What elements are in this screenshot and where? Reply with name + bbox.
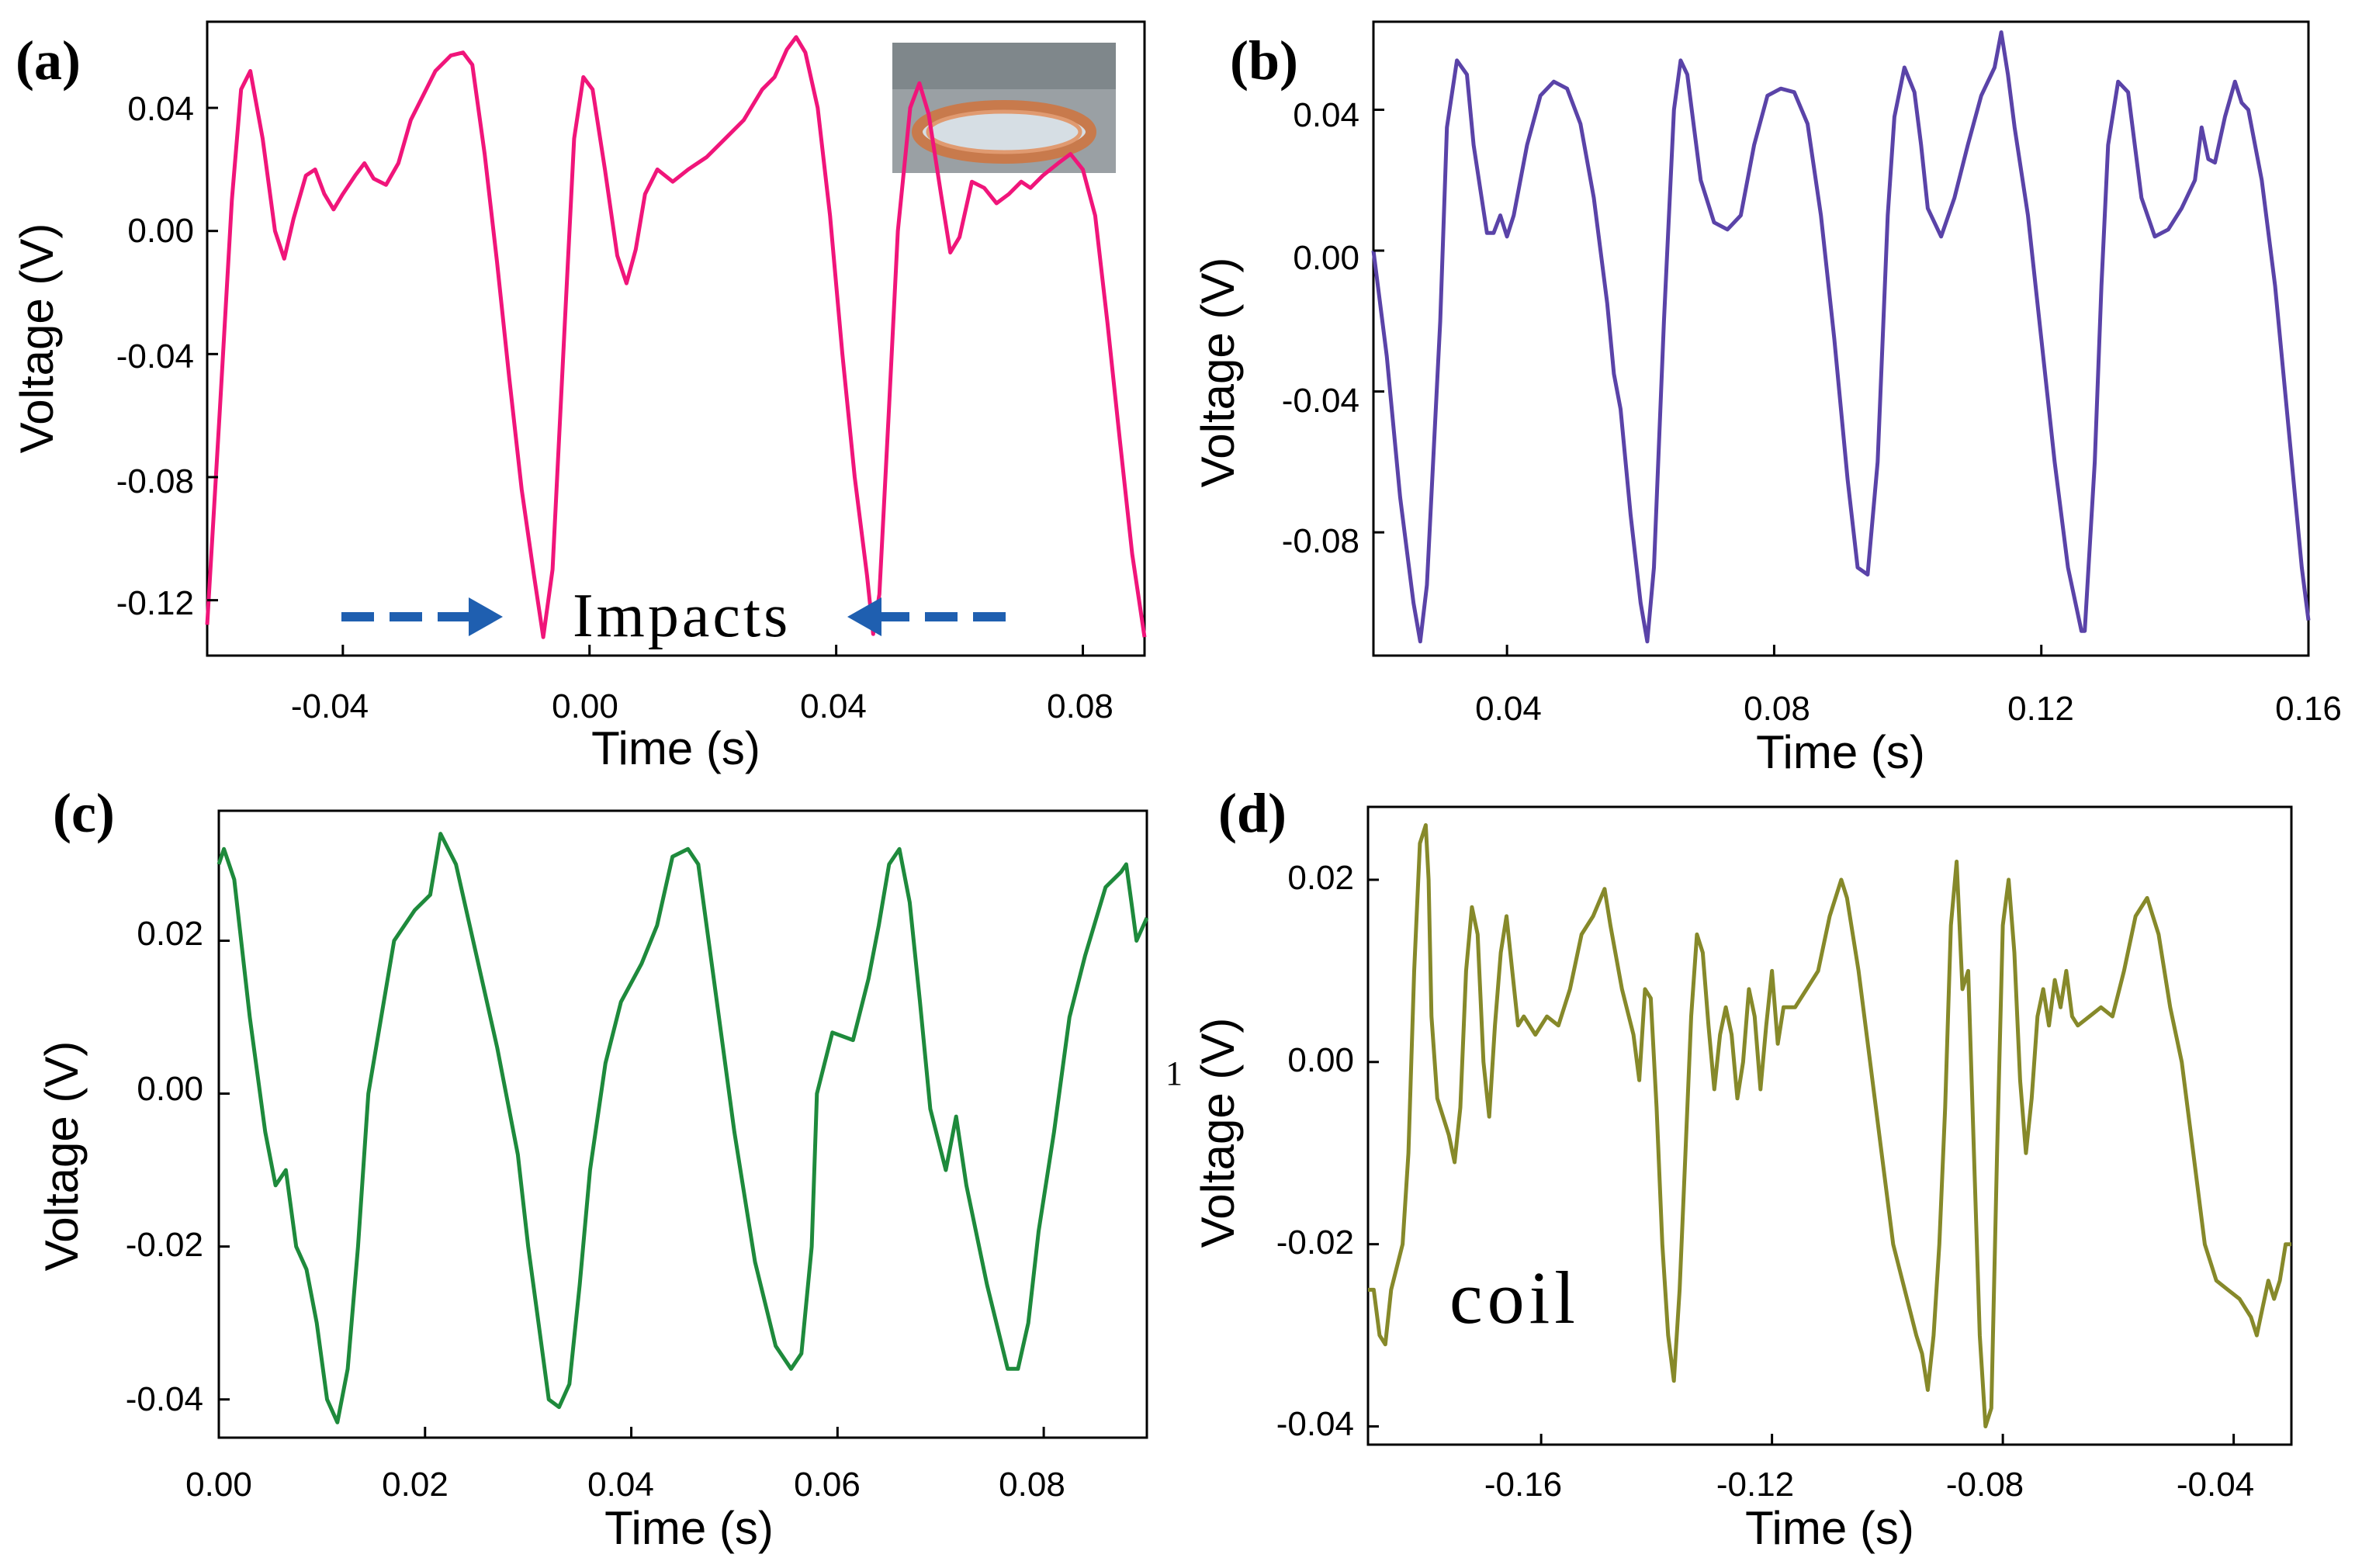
panel-c-xtick: 0.00 <box>185 1466 252 1504</box>
panel-d-ylabel: Voltage (V) <box>1192 1018 1244 1248</box>
panel-b-ytick: 0.04 <box>1293 96 1359 134</box>
panel-a-series-line <box>205 35 1147 639</box>
panel-a-xtick: 0.04 <box>800 687 867 725</box>
panel-c-ytick: 0.02 <box>137 915 203 953</box>
panel-c-frame <box>217 809 1148 1439</box>
panel-b: (b) Time (s) Voltage (V) 0.04 0.08 0.12 … <box>1192 20 2342 778</box>
panel-a-ytick: -0.12 <box>116 584 194 622</box>
panel-a-inset-coil <box>912 100 1096 164</box>
right-arrow-head <box>847 597 881 636</box>
panel-d-ytick: 0.00 <box>1287 1041 1354 1079</box>
panel-a-yticks: 0.04 0.00 -0.04 -0.08 -0.12 <box>116 90 194 622</box>
panel-c-ytick: 0.00 <box>137 1070 203 1108</box>
panel-b-xtick: 0.04 <box>1475 690 1542 728</box>
panel-a-ytick: 0.04 <box>127 90 194 128</box>
panel-b-xtick: 0.08 <box>1744 690 1810 728</box>
panel-b-ytick: 0.00 <box>1293 239 1359 277</box>
panel-d-series-line <box>1368 823 2291 1428</box>
panel-a-xtick: -0.04 <box>291 687 369 725</box>
panel-d-xtick: -0.12 <box>1716 1466 1794 1504</box>
panel-a-frame <box>206 20 1146 657</box>
panel-d-ytick: 0.02 <box>1287 859 1354 897</box>
panel-b-xticks: 0.04 0.08 0.12 0.16 <box>1475 690 2342 728</box>
panel-d: (d) 1 Time (s) Voltage (V) -0.16 -0.12 -… <box>1165 782 2293 1554</box>
panel-d-label: (d) <box>1218 782 1287 844</box>
panel-b-label: (b) <box>1230 29 1298 92</box>
panel-b-xtick: 0.16 <box>2275 690 2342 728</box>
panel-d-ytick: -0.04 <box>1276 1405 1354 1443</box>
panel-d-xtick: -0.08 <box>1946 1466 2024 1504</box>
panel-a-xtick: 0.08 <box>1047 687 1113 725</box>
panel-a-ytick: -0.04 <box>116 337 194 376</box>
panel-c: (c) Time (s) Voltage (V) 0.00 0.02 0.04 … <box>36 782 1149 1554</box>
panel-d-xlabel: Time (s) <box>1745 1502 1914 1554</box>
coil-label: coil <box>1449 1256 1580 1339</box>
panel-a-impacts-annotation: Impacts <box>341 582 1006 650</box>
panel-c-ytick: -0.02 <box>126 1226 203 1264</box>
panel-a-inset-photo-bg <box>892 43 1116 89</box>
panel-b-frame <box>1372 20 2310 657</box>
panel-c-yticks: 0.02 0.00 -0.02 -0.04 <box>126 915 203 1418</box>
panel-d-yticks: 0.02 0.00 -0.02 -0.04 <box>1276 859 1354 1443</box>
panel-c-series-line <box>216 832 1149 1424</box>
panel-c-label: (c) <box>53 782 115 844</box>
panel-c-ytick: -0.04 <box>126 1380 203 1418</box>
panel-b-series-line <box>1371 30 2311 644</box>
panel-a-ylabel: Voltage (V) <box>11 223 63 454</box>
panel-a-ytick: 0.00 <box>127 212 194 250</box>
panel-d-xticks: -0.16 -0.12 -0.08 -0.04 <box>1484 1466 2254 1504</box>
panel-a-xlabel: Time (s) <box>591 722 760 774</box>
panel-c-xlabel: Time (s) <box>604 1502 774 1554</box>
panel-d-xtick: -0.16 <box>1484 1466 1562 1504</box>
panel-d-stray-mark: 1 <box>1165 1054 1183 1092</box>
panel-a-inset-coil-inner <box>926 109 1082 154</box>
left-arrow-head <box>469 597 503 636</box>
panel-c-xticks: 0.00 0.02 0.04 0.06 0.08 <box>185 1466 1065 1504</box>
panel-a-ytick: -0.08 <box>116 462 194 500</box>
panel-c-xtick: 0.08 <box>999 1466 1065 1504</box>
panel-a-xticks: -0.04 0.00 0.04 0.08 <box>291 687 1113 725</box>
panel-b-xtick: 0.12 <box>2007 690 2074 728</box>
panel-a-label: (a) <box>16 29 81 92</box>
panel-d-frame <box>1366 805 2293 1446</box>
panel-d-xtick: -0.04 <box>2177 1466 2254 1504</box>
panel-b-xlabel: Time (s) <box>1756 726 1925 778</box>
panel-b-ytick: -0.08 <box>1282 522 1359 560</box>
panel-a: (a) Time (s) Voltage (V) -0.04 0.00 0.04… <box>11 20 1147 774</box>
panel-b-yticks: 0.04 0.00 -0.04 -0.08 <box>1282 96 1359 560</box>
panel-c-xtick: 0.04 <box>587 1466 654 1504</box>
panel-c-xtick: 0.06 <box>794 1466 861 1504</box>
panel-a-xtick: 0.00 <box>552 687 618 725</box>
panel-b-ytick: -0.04 <box>1282 382 1359 420</box>
panel-c-xtick: 0.02 <box>382 1466 449 1504</box>
panel-b-ylabel: Voltage (V) <box>1192 258 1244 488</box>
panel-c-ylabel: Voltage (V) <box>36 1041 88 1272</box>
panel-d-ytick: -0.02 <box>1276 1224 1354 1262</box>
impacts-label: Impacts <box>573 582 791 650</box>
